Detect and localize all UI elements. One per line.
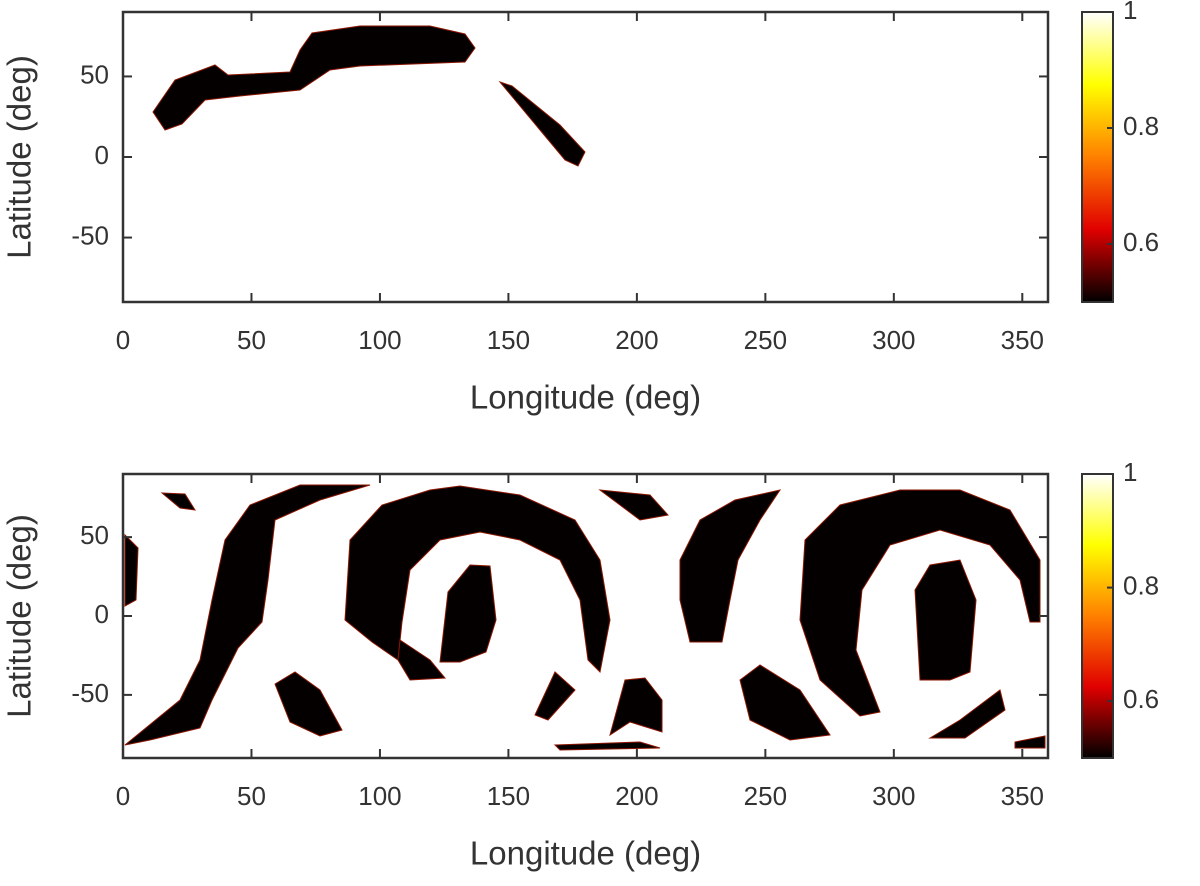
x-tick-label: 300 — [872, 325, 915, 355]
panel-1-regions — [152, 25, 586, 167]
x-tick-label: 0 — [116, 781, 130, 811]
x-axis-label: Longitude (deg) — [470, 379, 701, 416]
region — [534, 671, 576, 721]
x-tick-label: 50 — [237, 325, 266, 355]
colorbar-tick-label: 1 — [1123, 0, 1137, 25]
region — [598, 489, 669, 521]
colorbar-tick-label: 0.8 — [1123, 570, 1159, 600]
y-axis-label: Latitude (deg) — [1, 514, 38, 718]
y-tick-label: -50 — [71, 678, 109, 708]
colorbar — [1081, 11, 1114, 303]
x-tick-label: 300 — [872, 781, 915, 811]
y-tick-label: 0 — [95, 140, 109, 170]
region — [274, 671, 343, 737]
panel-2-regions — [124, 484, 1046, 751]
x-tick-label: 150 — [487, 781, 530, 811]
y-axis-label: Latitude (deg) — [1, 55, 38, 259]
region — [152, 25, 476, 131]
region — [928, 689, 1006, 739]
x-tick-label: 350 — [1001, 781, 1044, 811]
region — [553, 741, 661, 751]
plot-frame — [121, 10, 1050, 304]
x-tick-label: 100 — [358, 781, 401, 811]
region — [799, 489, 1041, 717]
x-tick-label: 200 — [615, 325, 658, 355]
colorbar-tick-label: 0.8 — [1123, 111, 1159, 141]
region — [914, 559, 977, 681]
x-tick-label: 350 — [1001, 325, 1044, 355]
region — [160, 492, 196, 511]
region — [739, 664, 831, 741]
x-axis-label: Longitude (deg) — [470, 835, 701, 872]
colorbar-tick-label: 0.6 — [1123, 684, 1159, 714]
colorbar — [1081, 473, 1114, 759]
x-tick-label: 100 — [358, 325, 401, 355]
y-tick-label: 0 — [95, 599, 109, 629]
y-tick-label: 50 — [80, 520, 109, 550]
x-tick-label: 50 — [237, 781, 266, 811]
x-tick-label: 250 — [744, 781, 787, 811]
x-tick-label: 0 — [116, 325, 130, 355]
y-tick-label: -50 — [71, 220, 109, 250]
region — [397, 639, 447, 681]
region — [124, 533, 139, 607]
region — [609, 677, 663, 737]
x-tick-label: 150 — [487, 325, 530, 355]
y-tick-label: 50 — [80, 59, 109, 89]
colorbar-tick-label: 1 — [1123, 457, 1137, 487]
x-tick-label: 200 — [615, 781, 658, 811]
region — [498, 80, 586, 167]
region — [344, 485, 611, 674]
region — [439, 564, 497, 663]
region — [679, 489, 782, 643]
x-tick-label: 250 — [744, 325, 787, 355]
region — [124, 484, 371, 746]
region — [1014, 735, 1046, 749]
colorbar-tick-label: 0.6 — [1123, 227, 1159, 257]
